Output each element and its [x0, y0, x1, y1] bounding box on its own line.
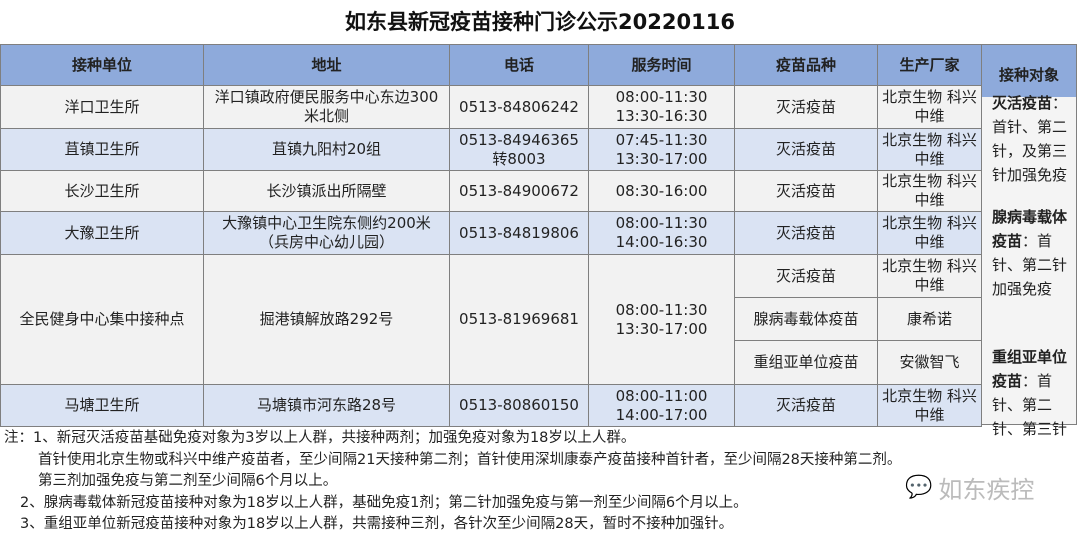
cell-hours: 08:00-11:30 13:30-16:30	[588, 85, 735, 129]
cell-vaccine: 腺病毒载体疫苗	[734, 297, 878, 341]
cell-phone: 0513-84806242	[449, 85, 589, 129]
cell-vaccine: 灭活疫苗	[734, 170, 878, 212]
note-line: 首针使用北京生物或科兴中维产疫苗者，至少间隔21天接种第二剂；首针使用深圳康泰产…	[38, 451, 902, 468]
table-row: 马塘卫生所 马塘镇市河东路28号 0513-80860150 08:00-11:…	[0, 384, 982, 427]
cell-hours: 08:00-11:00 14:00-17:00	[588, 384, 735, 427]
cell-maker: 北京生物 科兴中维	[877, 254, 982, 298]
notes: 注：1、新冠灭活疫苗基础免疫对象为3岁以上人群，共接种两剂；加强免疫对象为18岁…	[4, 428, 1080, 536]
cell-unit: 全民健身中心集中接种点	[0, 254, 204, 385]
cell-hours: 08:00-11:30 13:30-17:00	[588, 254, 735, 385]
cell-address: 长沙镇派出所隔壁	[203, 170, 450, 212]
cell-vaccine: 灭活疫苗	[734, 254, 878, 298]
cell-unit: 长沙卫生所	[0, 170, 204, 212]
cell-vaccine: 灭活疫苗	[734, 211, 878, 255]
cell-phone: 0513-80860150	[449, 384, 589, 427]
note-line: 注：1、新冠灭活疫苗基础免疫对象为3岁以上人群，共接种两剂；加强免疫对象为18岁…	[4, 430, 636, 446]
cell-hours: 08:00-11:30 14:00-16:30	[588, 211, 735, 255]
target-recombinant: 重组亚单位疫苗：首针、第二针、第三针	[992, 348, 1068, 438]
cell-address: 马塘镇市河东路28号	[203, 384, 450, 427]
header-vaccine: 疫苗品种	[734, 44, 878, 86]
cell-vaccine: 重组亚单位疫苗	[734, 340, 878, 385]
cell-phone: 0513-84819806	[449, 211, 589, 255]
watermark: 💬 如东疾控	[905, 475, 1035, 504]
cell-vaccine: 灭活疫苗	[734, 384, 878, 427]
cell-maker: 安徽智飞	[877, 340, 982, 385]
target-adenovirus: 腺病毒载体疫苗：首针、第二针加强免疫	[992, 208, 1068, 298]
cell-maker: 北京生物 科兴中维	[877, 211, 982, 255]
cell-address: 洋口镇政府便民服务中心东边300米北侧	[203, 85, 450, 129]
header-phone: 电话	[449, 44, 589, 86]
note-line: 2、腺病毒载体新冠疫苗接种对象为18岁以上人群，基础免疫1剂；第二针加强免疫与第…	[20, 494, 748, 511]
table-row: 全民健身中心集中接种点 掘港镇解放路292号 0513-81969681 08:…	[0, 254, 982, 385]
header-target: 接种对象	[982, 45, 1076, 97]
table-row: 长沙卫生所 长沙镇派出所隔壁 0513-84900672 08:30-16:00…	[0, 170, 982, 212]
wechat-icon: 💬	[905, 475, 933, 500]
header-row: 接种单位 地址 电话 服务时间 疫苗品种 生产厂家	[0, 44, 982, 86]
cell-unit: 洋口卫生所	[0, 85, 204, 129]
cell-unit: 大豫卫生所	[0, 211, 204, 255]
cell-unit: 马塘卫生所	[0, 384, 204, 427]
cell-vaccine: 灭活疫苗	[734, 85, 878, 129]
header-address: 地址	[203, 44, 450, 86]
note-line: 第三剂加强免疫与第二剂至少间隔6个月以上。	[38, 473, 338, 489]
cell-maker: 北京生物 科兴中维	[877, 384, 982, 427]
note-line: 3、重组亚单位新冠疫苗接种对象为18岁以上人群，共需接种三剂，各针次至少间隔28…	[20, 516, 734, 532]
table-row: 大豫卫生所 大豫镇中心卫生院东侧约200米（兵房中心幼儿园） 0513-8481…	[0, 211, 982, 255]
cell-address: 苴镇九阳村20组	[203, 128, 450, 171]
cell-phone: 0513-84946365转8003	[449, 128, 589, 171]
cell-hours: 08:30-16:00	[588, 170, 735, 212]
target-column: 接种对象 灭活疫苗：首针、第二针，及第三针加强免疫 腺病毒载体疫苗：首针、第二针…	[981, 44, 1077, 438]
cell-hours: 07:45-11:30 13:30-17:00	[588, 128, 735, 171]
cell-phone: 0513-84900672	[449, 170, 589, 212]
cell-maker: 康希诺	[877, 297, 982, 341]
table-row: 洋口卫生所 洋口镇政府便民服务中心东边300米北侧 0513-84806242 …	[0, 85, 982, 129]
table-row: 重组亚单位疫苗 安徽智飞	[1, 340, 982, 385]
clinic-table: 接种单位 地址 电话 服务时间 疫苗品种 生产厂家 洋口卫生所 洋口镇政府便民服…	[0, 44, 982, 427]
target-inactivated: 灭活疫苗：首针、第二针，及第三针加强免疫	[992, 94, 1068, 184]
cell-maker: 北京生物 科兴中维	[877, 128, 982, 171]
cell-phone: 0513-81969681	[449, 254, 589, 385]
header-unit: 接种单位	[0, 44, 204, 86]
cell-address: 掘港镇解放路292号	[203, 254, 450, 385]
cell-maker: 北京生物 科兴中维	[877, 85, 982, 129]
cell-unit: 苴镇卫生所	[0, 128, 204, 171]
header-hours: 服务时间	[588, 44, 735, 86]
cell-address: 大豫镇中心卫生院东侧约200米（兵房中心幼儿园）	[203, 211, 450, 255]
page-title: 如东县新冠疫苗接种门诊公示20220116	[345, 10, 735, 34]
header-maker: 生产厂家	[877, 44, 982, 86]
cell-maker: 北京生物 科兴中维	[877, 170, 982, 212]
table-row: 苴镇卫生所 苴镇九阳村20组 0513-84946365转8003 07:45-…	[0, 128, 982, 171]
cell-vaccine: 灭活疫苗	[734, 128, 878, 171]
